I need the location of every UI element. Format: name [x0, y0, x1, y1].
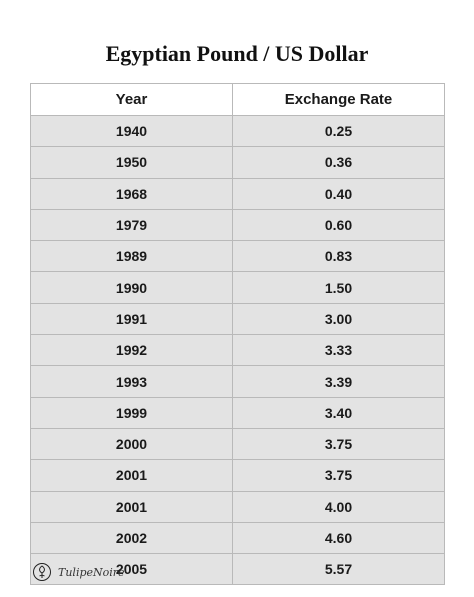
year-cell: 1968	[30, 177, 233, 210]
rate-cell: 4.00	[232, 490, 445, 523]
table-row: 1940 0.25	[30, 114, 445, 148]
table-row: 1968 0.40	[30, 177, 445, 210]
table-row: 1950 0.36	[30, 146, 445, 179]
table-row: 1989 0.83	[30, 240, 445, 273]
year-cell: 2001	[30, 459, 233, 492]
rate-cell: 3.39	[232, 365, 445, 398]
rate-cell: 0.25	[232, 114, 445, 148]
table-row: 1991 3.00	[30, 302, 445, 336]
page-title: Egyptian Pound / US Dollar	[105, 41, 369, 66]
table-row: 2002 4.60	[30, 521, 445, 555]
year-cell: 1989	[30, 240, 233, 273]
year-cell: 1992	[30, 334, 233, 367]
table-row: 2001 4.00	[30, 490, 445, 523]
rate-cell: 4.60	[232, 521, 445, 555]
rate-cell: 3.00	[232, 302, 445, 336]
table-row: 1990 1.50	[30, 271, 445, 304]
table-row: 2005 5.57	[30, 553, 445, 586]
rate-cell: 0.36	[232, 146, 445, 179]
year-cell: 1991	[30, 302, 233, 336]
year-cell: 1990	[30, 271, 233, 304]
table-row: 1993 3.39	[30, 365, 445, 398]
year-cell: 1940	[30, 114, 233, 148]
exchange-rate-table-container: Year Exchange Rate 1940 0.25 1950 0.36 1…	[30, 83, 445, 586]
column-header-year: Year	[30, 83, 233, 116]
year-cell: 1979	[30, 208, 233, 242]
table-row: 1999 3.40	[30, 396, 445, 429]
rate-cell: 3.75	[232, 427, 445, 461]
rate-cell: 0.40	[232, 177, 445, 210]
watermark: TulipeNoire	[32, 561, 125, 583]
year-cell: 1999	[30, 396, 233, 429]
rate-cell: 3.75	[232, 459, 445, 492]
tulip-logo-icon	[32, 562, 52, 582]
rate-cell: 3.33	[232, 334, 445, 367]
year-cell: 2005	[30, 553, 233, 586]
year-cell: 1950	[30, 146, 233, 179]
year-cell: 1993	[30, 365, 233, 398]
rate-cell: 5.57	[232, 553, 445, 586]
rate-cell: 0.60	[232, 208, 445, 242]
exchange-rate-table: Year Exchange Rate 1940 0.25 1950 0.36 1…	[30, 83, 445, 586]
rate-cell: 1.50	[232, 271, 445, 304]
column-header-exchange-rate: Exchange Rate	[232, 83, 445, 116]
year-cell: 2001	[30, 490, 233, 523]
watermark-text: TulipeNoire	[58, 565, 125, 579]
table-row: 1992 3.33	[30, 334, 445, 367]
table-header-row: Year Exchange Rate	[30, 83, 445, 116]
table-row: 2000 3.75	[30, 427, 445, 461]
table-row: 2001 3.75	[30, 459, 445, 492]
rate-cell: 3.40	[232, 396, 445, 429]
table-row: 1979 0.60	[30, 208, 445, 242]
year-cell: 2002	[30, 521, 233, 555]
year-cell: 2000	[30, 427, 233, 461]
rate-cell: 0.83	[232, 240, 445, 273]
